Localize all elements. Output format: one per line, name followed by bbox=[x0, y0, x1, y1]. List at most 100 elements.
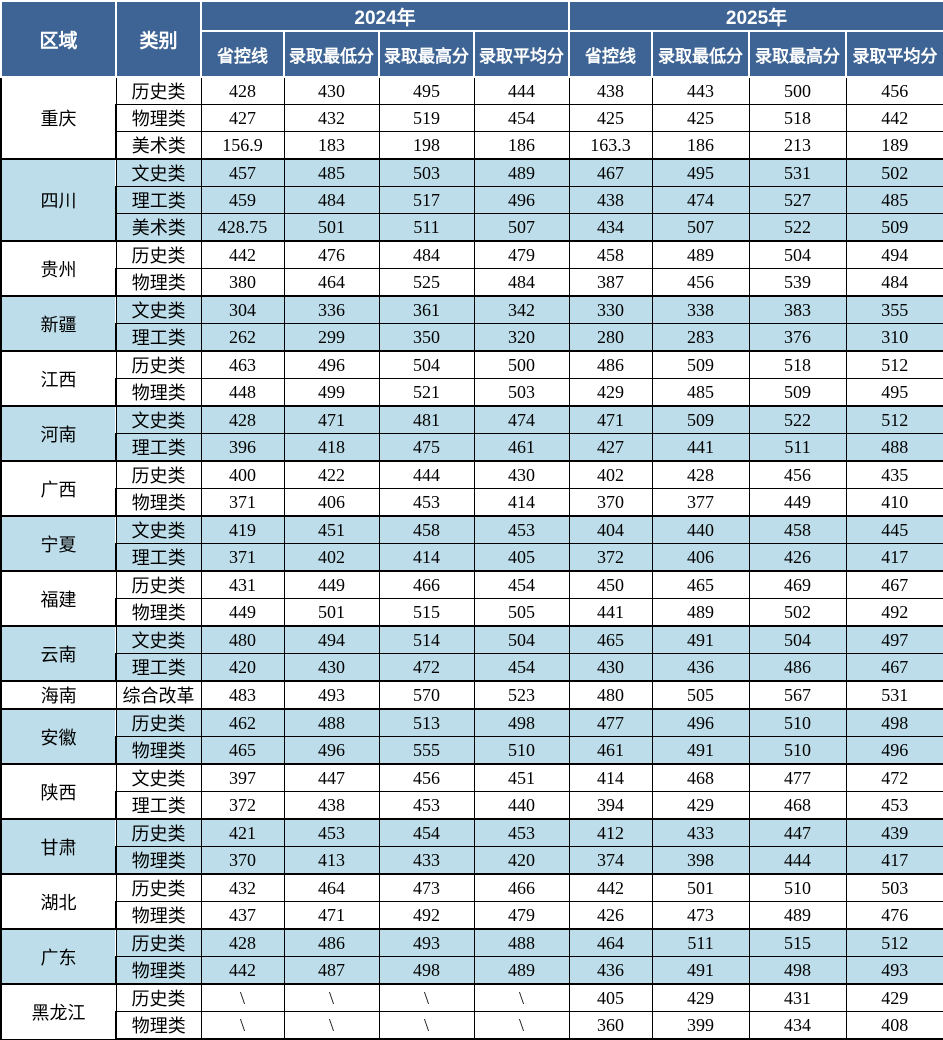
score-cell: 425 bbox=[651, 104, 750, 132]
score-cell: 461 bbox=[568, 736, 653, 765]
score-cell: 330 bbox=[568, 295, 653, 324]
score-cell: 304 bbox=[200, 295, 285, 324]
score-cell: 509 bbox=[748, 378, 847, 407]
score-cell: 429 bbox=[845, 983, 943, 1012]
score-cell: 406 bbox=[651, 543, 750, 572]
score-cell: 507 bbox=[473, 213, 570, 242]
table-row: 黑龙江 历史类 \ \ \ \ 405 429 431 429 bbox=[0, 983, 943, 1040]
table-row: 理工类 420 430 472 454 430 436 486 467 bbox=[1, 653, 943, 682]
score-cell: 512 bbox=[845, 928, 943, 957]
score-cell: 464 bbox=[568, 928, 653, 957]
score-cell: 502 bbox=[748, 598, 847, 627]
table-row: 广东 历史类 428 486 493 488 464 511 515 512 bbox=[0, 928, 943, 985]
category-cell: 理工类 bbox=[115, 791, 202, 820]
score-cell: 420 bbox=[200, 653, 285, 682]
score-cell: 438 bbox=[568, 186, 653, 214]
score-cell: 355 bbox=[845, 295, 943, 324]
table-row: 物理类 437 471 492 479 426 473 489 476 bbox=[1, 901, 943, 930]
score-cell: 453 bbox=[845, 791, 943, 820]
header-2024-avg-score: 录取平均分 bbox=[472, 30, 571, 78]
table-row: 甘肃 历史类 421 453 454 453 412 433 447 439 bbox=[0, 818, 943, 875]
score-cell: 408 bbox=[845, 1011, 943, 1040]
score-cell: 436 bbox=[568, 956, 653, 985]
table-row: 湖北 历史类 432 464 473 466 442 501 510 503 bbox=[0, 873, 943, 930]
score-cell: 476 bbox=[283, 240, 380, 269]
score-cell: 489 bbox=[651, 598, 750, 627]
score-cell: 493 bbox=[283, 680, 380, 710]
score-cell: 425 bbox=[568, 104, 653, 132]
score-cell: 453 bbox=[378, 791, 475, 820]
score-cell: 495 bbox=[651, 158, 750, 187]
category-cell: 物理类 bbox=[115, 736, 202, 765]
score-cell: 500 bbox=[748, 76, 847, 105]
category-cell: 物理类 bbox=[115, 1011, 202, 1040]
score-cell: 465 bbox=[200, 736, 285, 765]
region-cell: 河南 bbox=[0, 405, 117, 462]
score-cell: 495 bbox=[378, 76, 475, 105]
score-cell: 432 bbox=[200, 873, 285, 902]
score-cell: 501 bbox=[651, 873, 750, 902]
score-cell: 515 bbox=[748, 928, 847, 957]
score-cell: 280 bbox=[568, 323, 653, 352]
score-cell: 402 bbox=[283, 543, 380, 572]
score-cell: 447 bbox=[283, 763, 380, 792]
score-cell: 531 bbox=[845, 680, 943, 710]
score-cell: 453 bbox=[378, 488, 475, 517]
score-cell: 320 bbox=[473, 323, 570, 352]
score-cell: 495 bbox=[845, 378, 943, 407]
category-cell: 文史类 bbox=[115, 158, 202, 187]
header-2024-control-line: 省控线 bbox=[200, 30, 285, 78]
score-cell: 484 bbox=[283, 186, 380, 214]
score-cell: 485 bbox=[845, 186, 943, 214]
category-cell: 文史类 bbox=[115, 405, 202, 434]
score-cell: 504 bbox=[378, 350, 475, 379]
category-cell: 理工类 bbox=[115, 323, 202, 352]
score-cell: 435 bbox=[845, 460, 943, 489]
score-cell: 489 bbox=[473, 956, 570, 985]
score-cell: 480 bbox=[568, 680, 653, 710]
score-cell: 501 bbox=[283, 598, 380, 627]
score-cell: 417 bbox=[845, 846, 943, 875]
score-cell: 299 bbox=[283, 323, 380, 352]
score-cell: 459 bbox=[200, 186, 285, 214]
table-row: 理工类 372 438 453 440 394 429 468 453 bbox=[1, 791, 943, 820]
table-row: 理工类 459 484 517 496 438 474 527 485 bbox=[1, 186, 943, 214]
score-cell: 453 bbox=[473, 818, 570, 847]
category-cell: 历史类 bbox=[115, 983, 202, 1012]
score-cell: 475 bbox=[378, 433, 475, 462]
score-cell: 511 bbox=[651, 928, 750, 957]
header-2025-min-score: 录取最低分 bbox=[651, 30, 751, 78]
score-cell: 491 bbox=[651, 736, 750, 765]
score-cell: 518 bbox=[748, 104, 847, 132]
score-cell: 398 bbox=[651, 846, 750, 875]
score-cell: 383 bbox=[748, 295, 847, 324]
score-cell: 493 bbox=[845, 956, 943, 985]
score-cell: 488 bbox=[473, 928, 570, 957]
score-cell: 431 bbox=[200, 570, 285, 599]
table-row: 云南 文史类 480 494 514 504 465 491 504 497 bbox=[0, 625, 943, 682]
score-cell: 430 bbox=[473, 460, 570, 489]
score-cell: 485 bbox=[283, 158, 380, 187]
score-cell: 163.3 bbox=[568, 131, 653, 160]
score-cell: 509 bbox=[651, 350, 750, 379]
score-cell: 497 bbox=[845, 625, 943, 654]
score-cell: 400 bbox=[200, 460, 285, 489]
region-cell: 云南 bbox=[0, 625, 117, 682]
header-2024-min-score: 录取最低分 bbox=[283, 30, 380, 78]
header-year-2025: 2025年 bbox=[568, 0, 943, 32]
region-cell: 黑龙江 bbox=[0, 983, 117, 1040]
score-cell: 454 bbox=[378, 818, 475, 847]
score-cell: 496 bbox=[283, 736, 380, 765]
score-cell: 371 bbox=[200, 543, 285, 572]
score-cell: 511 bbox=[378, 213, 475, 242]
score-cell: 342 bbox=[473, 295, 570, 324]
score-cell: 465 bbox=[651, 570, 750, 599]
score-cell: 380 bbox=[200, 268, 285, 297]
score-cell: \ bbox=[283, 983, 380, 1012]
score-cell: 517 bbox=[378, 186, 475, 214]
score-cell: 372 bbox=[568, 543, 653, 572]
score-cell: 510 bbox=[748, 873, 847, 902]
score-cell: 480 bbox=[200, 625, 285, 654]
header-region: 区域 bbox=[0, 0, 117, 78]
